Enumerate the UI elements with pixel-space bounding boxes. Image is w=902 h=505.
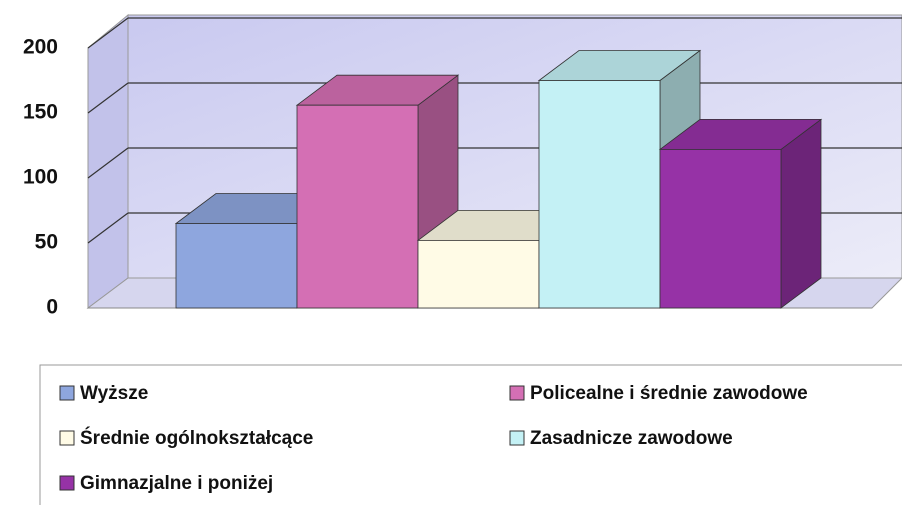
bar bbox=[417, 239, 540, 309]
grid-line bbox=[87, 82, 129, 114]
bar-side bbox=[780, 118, 822, 309]
y-tick-label: 200 bbox=[23, 36, 58, 59]
y-tick-label: 0 bbox=[46, 296, 58, 319]
grid-line bbox=[87, 147, 129, 179]
grid-line bbox=[87, 212, 129, 244]
legend-label: Zasadnicze zawodowe bbox=[530, 428, 733, 449]
y-tick-label: 50 bbox=[35, 231, 58, 254]
y-tick-label: 100 bbox=[23, 166, 58, 189]
grid-line bbox=[87, 17, 129, 49]
side-wall bbox=[87, 13, 129, 309]
legend-swatch bbox=[59, 475, 75, 491]
bar bbox=[175, 223, 298, 309]
bar bbox=[296, 104, 419, 309]
legend-label: Wyższe bbox=[80, 383, 148, 404]
legend-label: Średnie ogólnokształcące bbox=[80, 427, 313, 449]
legend-swatch bbox=[59, 385, 75, 401]
legend-swatch bbox=[509, 430, 525, 446]
legend-swatch bbox=[59, 430, 75, 446]
legend-label: Policealne i średnie zawodowe bbox=[530, 383, 808, 404]
legend bbox=[39, 364, 902, 505]
y-tick-label: 150 bbox=[23, 101, 58, 124]
bar bbox=[659, 148, 782, 309]
legend-label: Gimnazjalne i poniżej bbox=[80, 473, 273, 494]
bar bbox=[538, 80, 661, 309]
legend-swatch bbox=[509, 385, 525, 401]
